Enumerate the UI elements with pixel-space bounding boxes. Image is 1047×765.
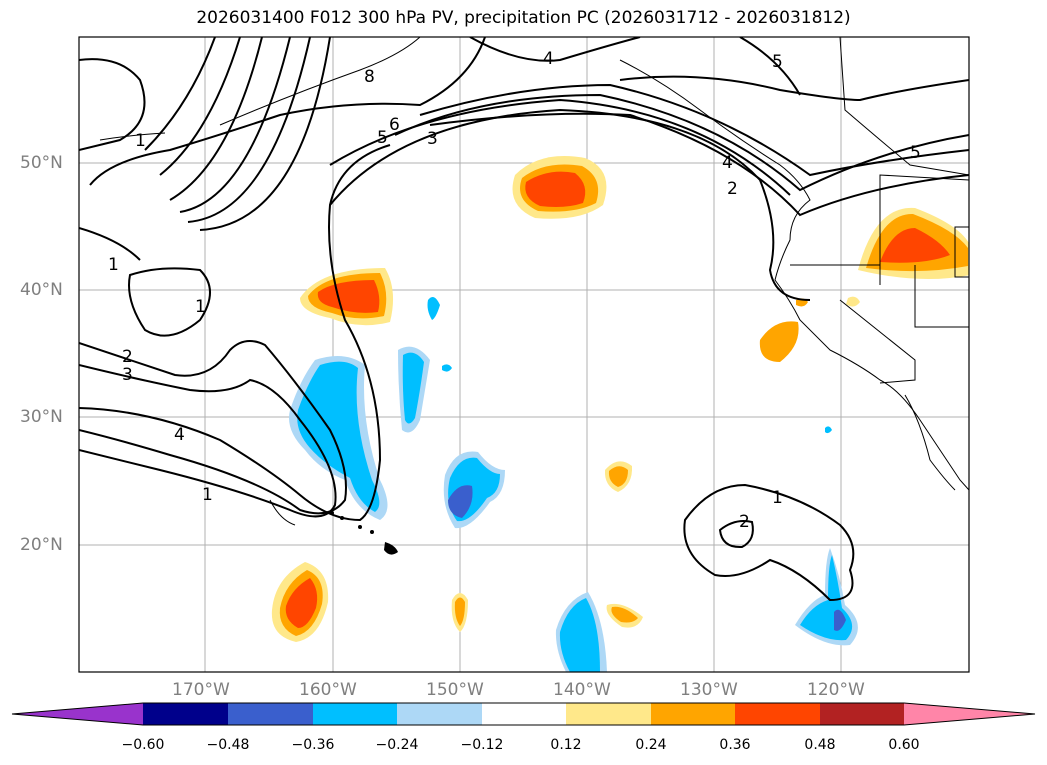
- colorbar-bin: [735, 703, 820, 725]
- colorbar-tick-label: −0.12: [460, 737, 504, 753]
- graticule: [79, 37, 969, 672]
- colorbar-tick-label: 0.48: [804, 737, 836, 753]
- colorbar-tick-label: 0.36: [719, 737, 751, 753]
- lat-label: 40°N: [20, 280, 63, 300]
- contour-label: 2: [727, 179, 738, 199]
- colorbar-under-arrow: [12, 703, 143, 725]
- precip-positive-patches: [271, 156, 969, 642]
- lon-label: 150°W: [426, 680, 484, 700]
- contour-label: 1: [772, 488, 783, 508]
- contour-label: 5: [377, 128, 388, 148]
- colorbar-bin: [651, 703, 735, 725]
- contour-label: 5: [772, 52, 783, 72]
- map-frame: [78, 36, 970, 673]
- contour-label: 1: [195, 297, 206, 317]
- contour-label: 4: [174, 425, 185, 445]
- colorbar-tick-label: 0.60: [888, 737, 920, 753]
- colorbar-outline: [11, 702, 1036, 726]
- hawaii-islands: [330, 511, 398, 555]
- colorbar: [11, 702, 1036, 726]
- lat-label: 30°N: [20, 407, 63, 427]
- colorbar-bin: [228, 703, 313, 725]
- contour-label: 4: [543, 49, 554, 69]
- lon-label: 140°W: [553, 680, 611, 700]
- contour-label: 1: [135, 131, 146, 151]
- lon-label: 170°W: [172, 680, 230, 700]
- colorbar-bin: [482, 703, 566, 725]
- colorbar-tick-label: −0.36: [291, 737, 335, 753]
- colorbar-tick-label: 0.12: [550, 737, 582, 753]
- map-title: 2026031400 F012 300 hPa PV, precipitatio…: [196, 8, 851, 28]
- colorbar-tick-label: −0.24: [375, 737, 419, 753]
- contour-label: 6: [389, 115, 400, 135]
- lat-label: 20°N: [20, 535, 63, 555]
- lon-label: 120°W: [807, 680, 865, 700]
- colorbar-bin: [143, 703, 228, 725]
- colorbar-tick-label: 0.24: [635, 737, 667, 753]
- colorbar-bin: [397, 703, 482, 725]
- contour-label-group: 1 1 1 1 1 2 2 3 3 4 4 4 5 5 5 6 8 2: [108, 49, 921, 532]
- coastlines: [99, 37, 969, 526]
- colorbar-bin: [820, 703, 904, 725]
- contour-label: 2: [122, 347, 133, 367]
- contour-label: 3: [122, 365, 133, 385]
- contour-label: 1: [202, 485, 213, 505]
- pv-contours: [79, 37, 969, 602]
- colorbar-over-arrow: [904, 703, 1035, 725]
- lon-label: 130°W: [680, 680, 738, 700]
- colorbar-tick-label: −0.48: [206, 737, 250, 753]
- contour-label: 5: [910, 143, 921, 163]
- contour-label: 8: [364, 67, 375, 87]
- lat-label: 50°N: [20, 153, 63, 173]
- contour-label: 3: [427, 129, 438, 149]
- contour-label: 1: [108, 255, 119, 275]
- contour-label: 4: [722, 153, 733, 173]
- colorbar-tick-label: −0.60: [121, 737, 165, 753]
- colorbar-bin: [313, 703, 397, 725]
- contour-label: 2: [739, 512, 750, 532]
- colorbar-bin: [566, 703, 651, 725]
- lon-label: 160°W: [299, 680, 357, 700]
